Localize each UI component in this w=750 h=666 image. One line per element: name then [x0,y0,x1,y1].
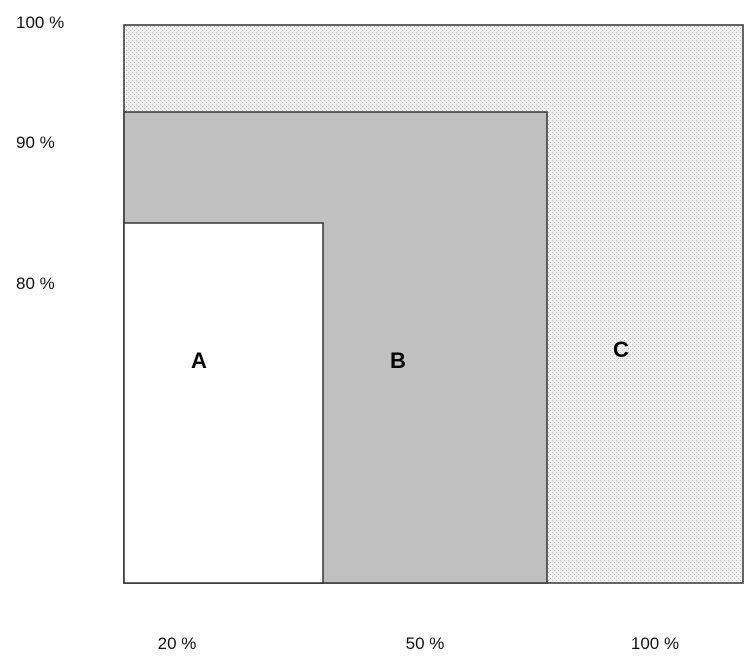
region-a [123,222,324,584]
x-tick-label-100: 100 % [631,634,679,653]
region-label-a: A [191,348,207,373]
y-tick-label-100: 100 % [16,13,64,32]
region-label-b: B [390,348,406,373]
y-tick-label-90: 90 % [16,133,55,152]
x-tick-label-20: 20 % [158,634,197,653]
region-label-c: C [613,337,629,362]
x-tick-label-50: 50 % [406,634,445,653]
y-tick-label-80: 80 % [16,274,55,293]
